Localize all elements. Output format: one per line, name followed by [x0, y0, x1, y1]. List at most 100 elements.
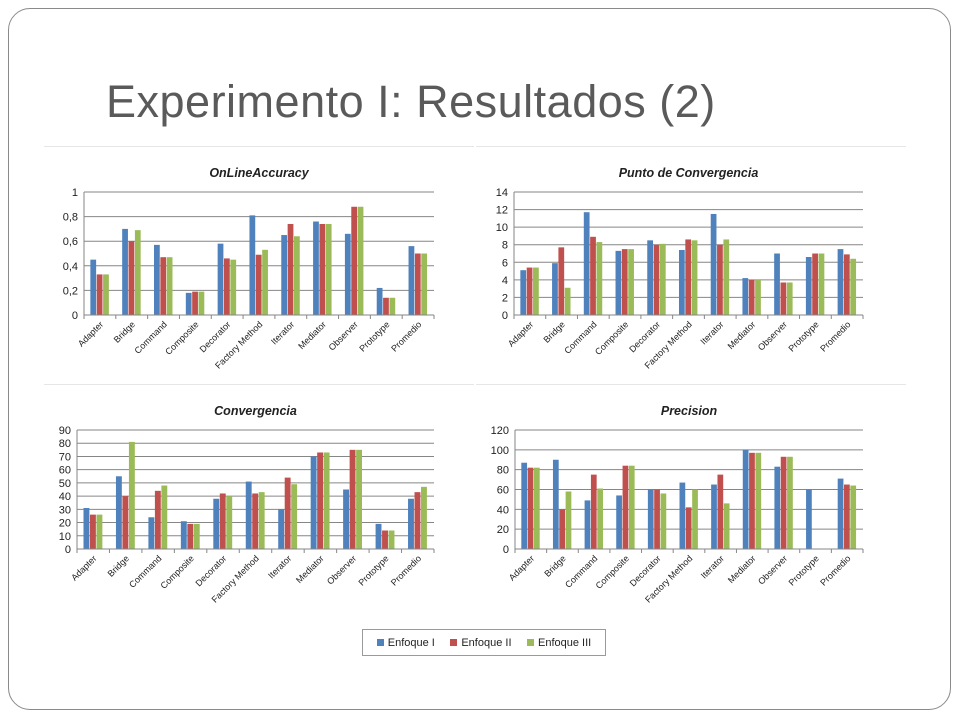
y-tick-label: 40 [59, 491, 71, 503]
bar [230, 259, 237, 315]
legend-item-enfoque-3: Enfoque III [527, 637, 591, 649]
y-tick-label: 80 [497, 465, 509, 477]
bar [160, 257, 167, 315]
bar [692, 489, 698, 549]
y-tick-label: 100 [491, 445, 509, 457]
bar [421, 486, 427, 549]
y-tick-label: 10 [59, 531, 71, 543]
bar [161, 485, 168, 549]
bar [310, 456, 317, 549]
bar [691, 240, 698, 315]
bar [742, 278, 749, 315]
x-category-label: Iterator [699, 553, 726, 580]
bar [166, 257, 173, 315]
bar [89, 514, 96, 549]
bar [710, 213, 717, 315]
bar [564, 287, 571, 315]
chart-title: Convergencia [214, 404, 297, 418]
bar [255, 254, 262, 315]
x-category-label: Composite [594, 553, 631, 590]
bar [647, 489, 654, 549]
bar [526, 267, 533, 315]
bar [96, 274, 103, 315]
y-tick-label: 60 [59, 465, 71, 477]
bar [653, 244, 660, 315]
bar [154, 490, 161, 549]
bar [590, 474, 597, 549]
bar [596, 242, 603, 315]
x-category-label: Observer [756, 553, 789, 586]
y-tick-label: 14 [496, 187, 508, 199]
y-tick-label: 0 [65, 544, 71, 556]
bar [249, 215, 256, 315]
bar [344, 233, 351, 315]
bar [389, 297, 396, 315]
bar [723, 503, 730, 549]
y-tick-label: 120 [491, 425, 509, 437]
bar [678, 249, 685, 315]
chart-svg: Punto de Convergencia 0 2 4 6 8 10 12 14 Adapter B… [496, 166, 864, 371]
bar [154, 244, 160, 315]
bar [584, 500, 591, 549]
bar [245, 481, 252, 549]
bar [193, 523, 200, 549]
bar [180, 521, 187, 549]
bar [343, 489, 350, 549]
bar [749, 452, 755, 549]
bar [421, 253, 428, 315]
x-category-label: Prototype [356, 553, 390, 587]
bar [774, 466, 781, 549]
chart-title: Punto de Convergencia [619, 166, 759, 180]
bar [647, 240, 653, 315]
x-category-label: Promedio [818, 319, 852, 353]
bar [558, 247, 565, 315]
x-category-label: Mediator [294, 553, 326, 585]
bar [351, 206, 358, 315]
bar [185, 292, 192, 315]
bar [226, 496, 233, 549]
chart-title: Precision [661, 404, 718, 418]
y-tick-label: 12 [496, 205, 508, 217]
bar [837, 478, 844, 549]
x-category-label: Composite [163, 319, 200, 356]
bar [213, 498, 220, 549]
legend-item-enfoque-2: Enfoque II [450, 636, 512, 649]
bar [679, 482, 686, 549]
y-tick-label: 90 [59, 425, 71, 437]
x-category-label: Mediator [296, 319, 328, 351]
legend-label-enfoque-1: Enfoque I [387, 636, 435, 649]
legend-swatch-enfoque-3 [527, 639, 534, 646]
legend-label-enfoque-2: Enfoque II [461, 636, 512, 649]
bar [654, 489, 660, 549]
legend-label-enfoque-3: Enfoque III [538, 636, 592, 649]
x-category-label: Adapter [76, 319, 105, 348]
y-tick-label: 2 [502, 292, 508, 304]
bar [742, 449, 749, 549]
bar [780, 456, 787, 549]
y-tick-label: 40 [497, 504, 509, 516]
bar [122, 496, 129, 549]
bar [294, 236, 300, 315]
bar [376, 287, 383, 315]
legend-item-enfoque-1: Enfoque I [376, 636, 435, 649]
bar [187, 523, 194, 549]
x-category-label: Adapter [506, 319, 535, 348]
bar [103, 274, 109, 315]
y-tick-label: 6 [502, 257, 508, 269]
y-tick-label: 0,2 [63, 285, 78, 297]
bar [717, 474, 724, 549]
bar [755, 279, 761, 315]
y-tick-label: 0 [502, 310, 508, 322]
y-tick-label: 30 [59, 504, 71, 516]
bar [597, 488, 603, 549]
bar [284, 477, 291, 549]
bar [96, 514, 103, 549]
bar [198, 291, 205, 315]
bar [583, 212, 590, 315]
x-category-label: Mediator [726, 553, 758, 585]
x-category-label: Bridge [542, 553, 567, 578]
chart-svg: Precision 0 20 40 60 80 100 120 Adapter Bridge Com… [491, 404, 864, 605]
bar [552, 459, 559, 549]
bar [83, 508, 90, 549]
